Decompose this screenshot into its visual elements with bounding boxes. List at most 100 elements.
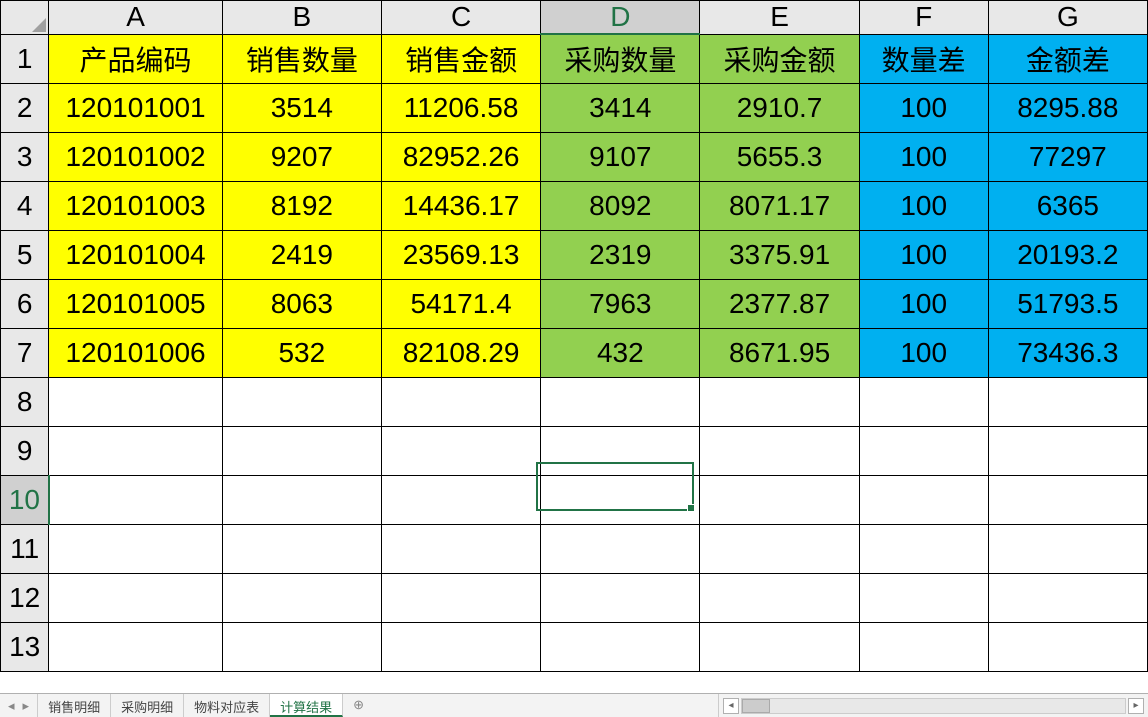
cell-A5[interactable]: 120101004 [49,230,222,279]
cell-C13[interactable] [381,622,540,671]
cell-E3[interactable]: 5655.3 [700,132,859,181]
row-header-3[interactable]: 3 [1,132,49,181]
column-header-C[interactable]: C [381,1,540,35]
cell-D6[interactable]: 7963 [541,279,700,328]
cell-C7[interactable]: 82108.29 [381,328,540,377]
tab-nav-prev-icon[interactable]: ◂ [8,698,15,714]
row-header-4[interactable]: 4 [1,181,49,230]
cell-B4[interactable]: 8192 [222,181,381,230]
cell-C1[interactable]: 销售金额 [381,34,540,83]
cell-D4[interactable]: 8092 [541,181,700,230]
cell-B13[interactable] [222,622,381,671]
cell-F2[interactable]: 100 [859,83,988,132]
cell-G12[interactable] [988,573,1147,622]
cell-A3[interactable]: 120101002 [49,132,222,181]
cell-F8[interactable] [859,377,988,426]
cell-B8[interactable] [222,377,381,426]
cell-F5[interactable]: 100 [859,230,988,279]
cell-G1[interactable]: 金额差 [988,34,1147,83]
cell-E7[interactable]: 8671.95 [700,328,859,377]
column-header-E[interactable]: E [700,1,859,35]
tab-nav-next-icon[interactable]: ▸ [23,698,30,714]
cell-B11[interactable] [222,524,381,573]
scroll-left-button[interactable]: ◂ [723,698,739,714]
cell-C6[interactable]: 54171.4 [381,279,540,328]
row-header-2[interactable]: 2 [1,83,49,132]
row-header-13[interactable]: 13 [1,622,49,671]
cell-E8[interactable] [700,377,859,426]
cell-G10[interactable] [988,475,1147,524]
cell-D11[interactable] [541,524,700,573]
horizontal-scrollbar[interactable]: ◂ ▸ [718,694,1148,717]
scroll-track[interactable] [741,698,1126,714]
scroll-thumb[interactable] [742,699,770,713]
cell-E6[interactable]: 2377.87 [700,279,859,328]
cell-F6[interactable]: 100 [859,279,988,328]
cell-B5[interactable]: 2419 [222,230,381,279]
cell-E2[interactable]: 2910.7 [700,83,859,132]
cell-G2[interactable]: 8295.88 [988,83,1147,132]
cell-F7[interactable]: 100 [859,328,988,377]
cell-B7[interactable]: 532 [222,328,381,377]
cell-C8[interactable] [381,377,540,426]
cell-F11[interactable] [859,524,988,573]
cell-E13[interactable] [700,622,859,671]
cell-F9[interactable] [859,426,988,475]
cell-D8[interactable] [541,377,700,426]
cell-C3[interactable]: 82952.26 [381,132,540,181]
cell-A12[interactable] [49,573,222,622]
cell-A8[interactable] [49,377,222,426]
cell-A6[interactable]: 120101005 [49,279,222,328]
select-all-corner[interactable] [1,1,49,35]
cell-B10[interactable] [222,475,381,524]
cell-D2[interactable]: 3414 [541,83,700,132]
sheet-tab-1[interactable]: 采购明细 [111,694,184,717]
cell-D13[interactable] [541,622,700,671]
cell-C2[interactable]: 11206.58 [381,83,540,132]
row-header-1[interactable]: 1 [1,34,49,83]
row-header-10[interactable]: 10 [1,475,49,524]
column-header-D[interactable]: D [541,1,700,35]
cell-F3[interactable]: 100 [859,132,988,181]
row-header-6[interactable]: 6 [1,279,49,328]
row-header-11[interactable]: 11 [1,524,49,573]
cell-D10[interactable] [541,475,700,524]
column-header-B[interactable]: B [222,1,381,35]
cell-F1[interactable]: 数量差 [859,34,988,83]
cell-E5[interactable]: 3375.91 [700,230,859,279]
spreadsheet-grid[interactable]: ABCDEFG1产品编码销售数量销售金额采购数量采购金额数量差金额差212010… [0,0,1148,672]
row-header-9[interactable]: 9 [1,426,49,475]
cell-B3[interactable]: 9207 [222,132,381,181]
row-header-8[interactable]: 8 [1,377,49,426]
cell-E4[interactable]: 8071.17 [700,181,859,230]
cell-A10[interactable] [49,475,222,524]
cell-D12[interactable] [541,573,700,622]
cell-E12[interactable] [700,573,859,622]
cell-B12[interactable] [222,573,381,622]
sheet-tab-2[interactable]: 物料对应表 [184,694,270,717]
cell-G13[interactable] [988,622,1147,671]
cell-C10[interactable] [381,475,540,524]
cell-D7[interactable]: 432 [541,328,700,377]
cell-F4[interactable]: 100 [859,181,988,230]
cell-C9[interactable] [381,426,540,475]
row-header-5[interactable]: 5 [1,230,49,279]
cell-A2[interactable]: 120101001 [49,83,222,132]
cell-E9[interactable] [700,426,859,475]
row-header-12[interactable]: 12 [1,573,49,622]
cell-G9[interactable] [988,426,1147,475]
column-header-F[interactable]: F [859,1,988,35]
cell-D5[interactable]: 2319 [541,230,700,279]
cell-G7[interactable]: 73436.3 [988,328,1147,377]
cell-D9[interactable] [541,426,700,475]
cell-C4[interactable]: 14436.17 [381,181,540,230]
cell-E11[interactable] [700,524,859,573]
cell-B2[interactable]: 3514 [222,83,381,132]
scroll-right-button[interactable]: ▸ [1128,698,1144,714]
column-header-G[interactable]: G [988,1,1147,35]
sheet-tab-0[interactable]: 销售明细 [38,694,111,717]
cell-A1[interactable]: 产品编码 [49,34,222,83]
cell-A11[interactable] [49,524,222,573]
sheet-tab-3[interactable]: 计算结果 [270,694,343,717]
column-header-A[interactable]: A [49,1,222,35]
